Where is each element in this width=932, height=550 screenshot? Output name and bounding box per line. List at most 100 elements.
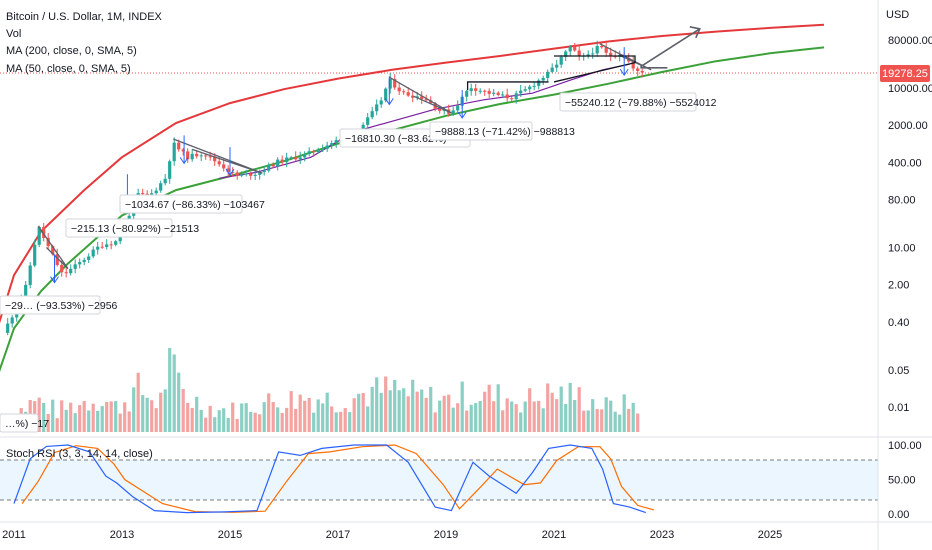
candle-body [505, 94, 509, 99]
time-tick-label: 2023 [650, 529, 674, 541]
volume-bar [438, 400, 442, 432]
candle-body [235, 172, 239, 176]
volume-bar [622, 394, 626, 432]
drawdown-arrow-head [384, 98, 394, 106]
annotation-box [0, 413, 39, 433]
candle-body [186, 151, 190, 160]
candle-body [37, 226, 41, 245]
volume-bar [604, 397, 608, 432]
candle-body [483, 90, 487, 92]
volume-bar [474, 403, 478, 432]
candle-body [312, 151, 316, 153]
annotation-label: −1034.67 (−86.33%) −103467 [125, 199, 265, 211]
drawdown-arrow-head [225, 168, 235, 177]
legend-vol: Vol [6, 28, 21, 40]
drawdown-arrow-head [179, 157, 189, 165]
candle-body [307, 151, 311, 155]
volume-bar [496, 384, 500, 432]
candle-body [213, 156, 217, 162]
volume-bar [469, 404, 473, 432]
volume-bar [87, 410, 91, 432]
volume-bar [96, 410, 100, 432]
candle-body [150, 193, 154, 196]
volume-bar [573, 399, 577, 432]
candle-body [577, 50, 581, 56]
candle-body [456, 105, 460, 111]
volume-bar [510, 401, 514, 432]
volume-bar [73, 413, 77, 432]
candle-body [492, 92, 496, 94]
time-tick-label: 2015 [218, 529, 242, 541]
volume-bar [406, 396, 410, 432]
candle-body [159, 183, 163, 191]
stoch-label: Stoch RSI (3, 3, 14, 14, close) [6, 448, 153, 460]
volume-bar [429, 386, 433, 432]
candle-body [550, 67, 554, 72]
volume-bar [316, 399, 320, 432]
volume-bar [235, 418, 239, 432]
volume-bar [492, 401, 496, 432]
triangle-2022 [599, 43, 652, 71]
volume-bar [451, 407, 455, 432]
candle-body [541, 77, 545, 81]
candle-body [402, 91, 406, 93]
volume-bar [321, 403, 325, 432]
volume-bar [289, 391, 293, 432]
candle-body [244, 173, 248, 175]
volume-bar [172, 354, 176, 432]
volume-bar [478, 401, 482, 432]
time-tick-label: 2017 [326, 529, 350, 541]
candle-body [28, 265, 32, 285]
candle-body [69, 268, 73, 274]
volume-bar [366, 406, 370, 432]
volume-bar [64, 409, 68, 432]
volume-bar [424, 397, 428, 432]
candle-body [591, 53, 595, 55]
candle-body [546, 71, 550, 78]
volume-bar [78, 405, 82, 432]
candle-body [195, 153, 199, 157]
candle-body [190, 153, 194, 160]
candle-body [163, 178, 167, 184]
candle-body [42, 226, 46, 238]
time-tick-label: 2025 [758, 529, 782, 541]
price-candles [6, 40, 644, 336]
candle-body [181, 149, 185, 152]
candle-body [325, 145, 329, 149]
volume-bar [163, 389, 167, 432]
stoch-tick-label: 0.00 [888, 509, 909, 521]
candle-body [523, 89, 527, 91]
volume-bar [307, 397, 311, 432]
volume-bar [159, 392, 163, 432]
volume-bar [244, 403, 248, 432]
volume-bar [541, 408, 545, 432]
candle-body [141, 193, 145, 195]
volume-bar [145, 397, 149, 432]
candle-body [78, 262, 82, 265]
volume-bar [523, 401, 527, 432]
volume-bars [1, 348, 640, 432]
volume-bar [415, 391, 419, 432]
candle-body [631, 61, 635, 69]
volume-bar [420, 389, 424, 432]
volume-bar [123, 402, 127, 432]
volume-bar [208, 405, 212, 432]
candle-body [379, 100, 383, 105]
volume-bar [487, 384, 491, 432]
candle-body [559, 56, 563, 65]
price-tick-label: 0.01 [888, 402, 909, 414]
price-tick-label: 2.00 [888, 280, 909, 292]
volume-bar [154, 408, 158, 432]
volume-bar [303, 400, 307, 432]
volume-bar [447, 394, 451, 432]
candle-body [33, 244, 37, 266]
consolidation-box-2019 [466, 81, 549, 91]
legend-ma50: MA (50, close, 0, SMA, 5) [6, 63, 131, 75]
candle-body [73, 264, 77, 269]
candle-body [262, 170, 266, 173]
candle-body [271, 164, 275, 167]
volume-bar [294, 408, 298, 432]
candle-body [10, 317, 14, 324]
candle-body [60, 265, 64, 273]
candle-body [478, 90, 482, 92]
